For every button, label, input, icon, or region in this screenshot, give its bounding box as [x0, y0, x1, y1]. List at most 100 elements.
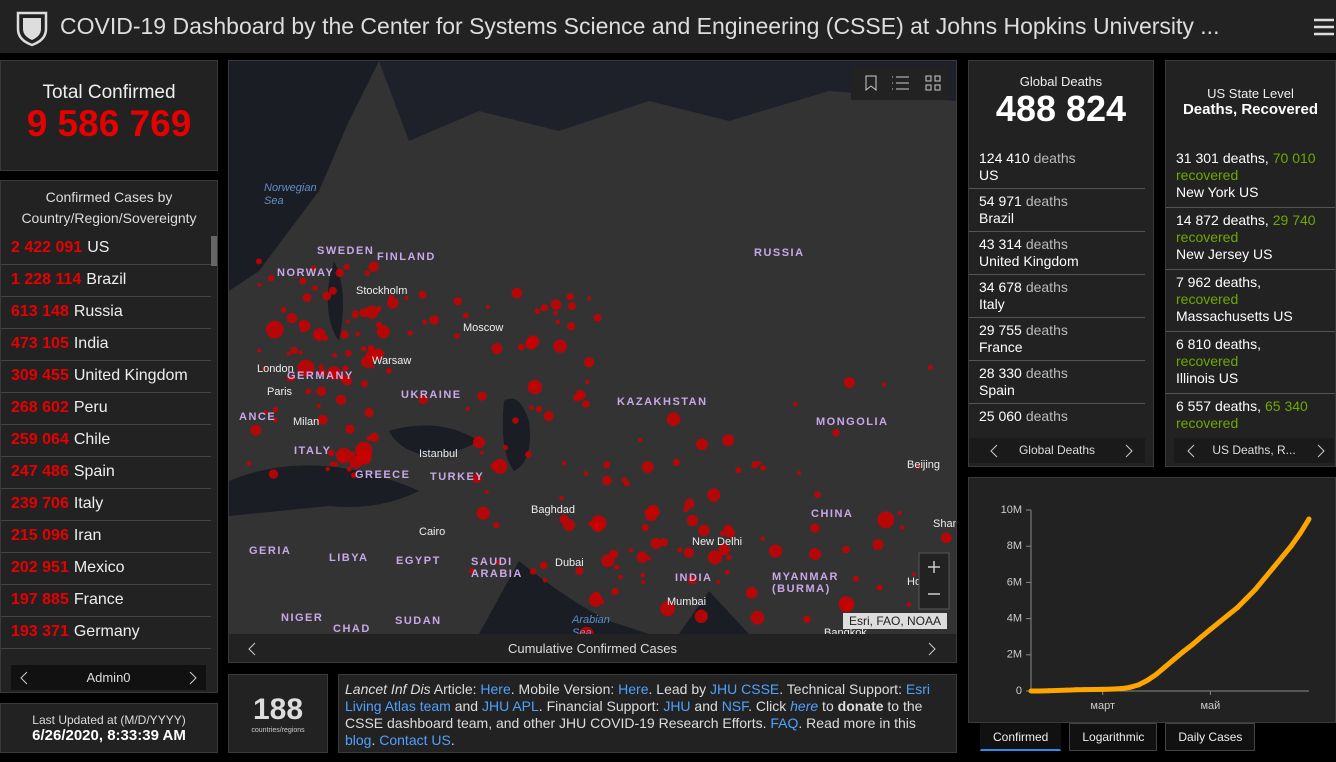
prev-button[interactable] [1186, 444, 1196, 458]
case-bubble [246, 461, 252, 466]
country-row[interactable]: 613 148 Russia [1, 297, 211, 329]
country-row[interactable]: 215 096 Iran [1, 521, 211, 553]
map-label: ARABIA [471, 568, 523, 580]
prev-button[interactable] [247, 642, 257, 656]
count-label: countries/regions [251, 727, 305, 734]
case-bubble [325, 466, 330, 472]
case-bubble [719, 530, 726, 537]
map-label: UKRAINE [401, 389, 462, 401]
state-name: Massachusetts US [1176, 308, 1293, 324]
case-bubble [583, 471, 589, 476]
country-row[interactable]: 2 422 091 US [1, 233, 211, 265]
info-link[interactable]: Here [618, 681, 649, 697]
case-bubble [386, 297, 399, 309]
deaths-row: 54 971 deaths Brazil [969, 189, 1145, 232]
info-link[interactable]: Here [480, 681, 511, 697]
country-row[interactable]: 259 064 Chile [1, 425, 211, 457]
us-footer: US Deaths, R... [1174, 438, 1334, 463]
case-bubble [641, 580, 646, 585]
country-row[interactable]: 202 951 Mexico [1, 553, 211, 585]
map-label: Paris [267, 386, 293, 398]
country-row[interactable]: 309 455 United Kingdom [1, 361, 211, 393]
info-link[interactable]: NSF [721, 698, 749, 714]
case-bubble [312, 284, 319, 291]
case-bubble [322, 291, 332, 301]
country-name: Iran [73, 527, 102, 544]
info-link[interactable]: JHU APL [481, 698, 539, 714]
case-bubble [268, 469, 279, 479]
map-label: Arabian [571, 614, 610, 626]
deaths-unit: deaths, [1222, 212, 1269, 228]
case-bubble [809, 547, 822, 561]
point [1163, 664, 1169, 670]
country-name: Italy [73, 495, 104, 512]
bookmark-icon[interactable] [865, 75, 877, 92]
case-bubble [543, 411, 554, 422]
case-bubble [641, 523, 649, 532]
case-bubble [660, 601, 676, 617]
deaths-footer: Global Deaths [969, 438, 1145, 463]
case-bubble [723, 524, 732, 533]
country-name: Peru [73, 399, 108, 416]
water [229, 61, 379, 291]
next-button[interactable] [927, 642, 937, 656]
case-bubble [531, 383, 536, 389]
country-row[interactable]: 239 706 Italy [1, 489, 211, 521]
menu-button[interactable] [1312, 15, 1336, 39]
confirmed-count: 259 064 [11, 431, 69, 448]
case-bubble [722, 434, 735, 447]
confirmed-count: 215 096 [11, 527, 69, 544]
info-link[interactable]: JHU [663, 698, 691, 714]
info-link[interactable]: FAQ [770, 715, 799, 731]
case-bubble [588, 521, 593, 527]
info-link[interactable]: here [790, 698, 819, 714]
case-bubble [567, 322, 576, 331]
info-link[interactable]: blog [345, 732, 372, 748]
chart-tab[interactable]: Daily Cases [1165, 723, 1256, 751]
next-button[interactable] [1124, 444, 1134, 458]
point [1127, 684, 1133, 690]
map-label: GREECE [355, 469, 410, 481]
prev-button[interactable] [19, 671, 29, 685]
chart-tab[interactable]: Logarithmic [1069, 723, 1158, 751]
water [389, 425, 479, 456]
case-bubble [302, 293, 312, 302]
chart-tab[interactable]: Confirmed [980, 723, 1062, 751]
case-bubble [345, 350, 352, 357]
deaths-count: 25 060 [979, 408, 1022, 424]
confirmed-count: 2 422 091 [11, 239, 83, 256]
case-bubble [386, 367, 392, 374]
country-row[interactable]: 268 602 Peru [1, 393, 211, 425]
country-row[interactable]: 193 371 Germany [1, 617, 211, 649]
deaths-row: 28 330 deaths Spain [969, 361, 1145, 404]
basemap-icon[interactable] [925, 75, 941, 91]
info-link[interactable]: JHU CSSE [710, 681, 780, 697]
next-button[interactable] [188, 671, 198, 685]
info-link[interactable]: Esri Living Atlas team [345, 681, 930, 714]
info-link[interactable]: Contact US [379, 732, 451, 748]
global-deaths-panel: Global Deaths 488 824 124 410 deaths US 54 … [968, 60, 1154, 467]
next-button[interactable] [1316, 444, 1326, 458]
case-bubble [472, 436, 485, 449]
map-label: SAUDI [471, 556, 513, 568]
map-label: MYANMAR [772, 571, 839, 583]
case-bubble [735, 467, 742, 474]
us-line: 31 301 deaths, 70 010 [1176, 150, 1327, 167]
case-bubble [365, 305, 379, 319]
prev-button[interactable] [989, 444, 999, 458]
legend-icon[interactable] [892, 76, 909, 90]
case-bubble [760, 465, 766, 471]
point [1225, 612, 1231, 618]
case-bubble [575, 566, 584, 576]
country-row[interactable]: 473 105 India [1, 329, 211, 361]
point [1055, 687, 1061, 693]
country-row[interactable]: 197 885 France [1, 585, 211, 617]
recovered-label: recovered [1176, 353, 1239, 369]
country-name: Brazil [86, 271, 127, 288]
country-row[interactable]: 247 486 Spain [1, 457, 211, 489]
case-bubble [586, 296, 592, 301]
country-row[interactable]: 1 228 114 Brazil [1, 265, 211, 297]
deaths-line: 43 314 deaths [979, 236, 1135, 253]
case-bubble [583, 357, 595, 368]
